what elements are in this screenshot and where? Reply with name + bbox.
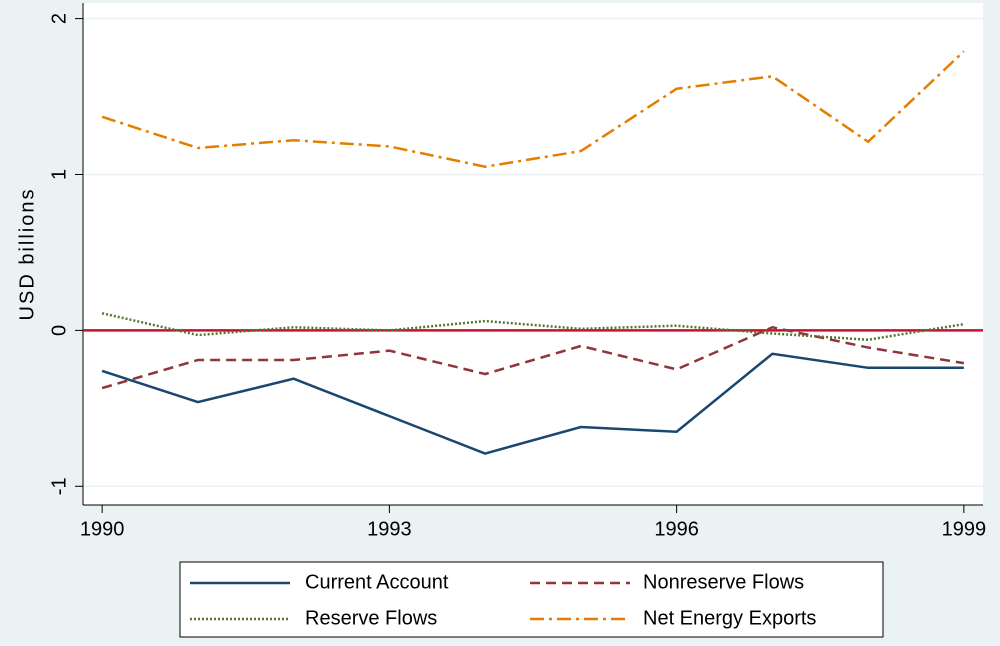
y-tick-label: 0 bbox=[48, 325, 70, 336]
legend-label: Reserve Flows bbox=[305, 607, 437, 629]
legend-label: Current Account bbox=[305, 571, 449, 593]
y-tick-label: 2 bbox=[48, 13, 70, 24]
legend-label: Nonreserve Flows bbox=[643, 571, 804, 593]
y-axis-title: USD billions bbox=[16, 188, 38, 321]
legend-label: Net Energy Exports bbox=[643, 607, 816, 629]
y-tick-label: -1 bbox=[48, 477, 70, 495]
series-line bbox=[101, 50, 965, 168]
plot-area bbox=[83, 3, 983, 505]
x-tick-label: 1990 bbox=[80, 518, 125, 540]
series-line bbox=[101, 352, 964, 455]
series-line bbox=[101, 325, 965, 390]
x-tick-label: 1993 bbox=[367, 518, 412, 540]
legend bbox=[179, 561, 884, 638]
x-tick-label: 1996 bbox=[654, 518, 699, 540]
y-tick-label: 1 bbox=[48, 169, 70, 180]
x-tick-label: 1999 bbox=[942, 518, 987, 540]
